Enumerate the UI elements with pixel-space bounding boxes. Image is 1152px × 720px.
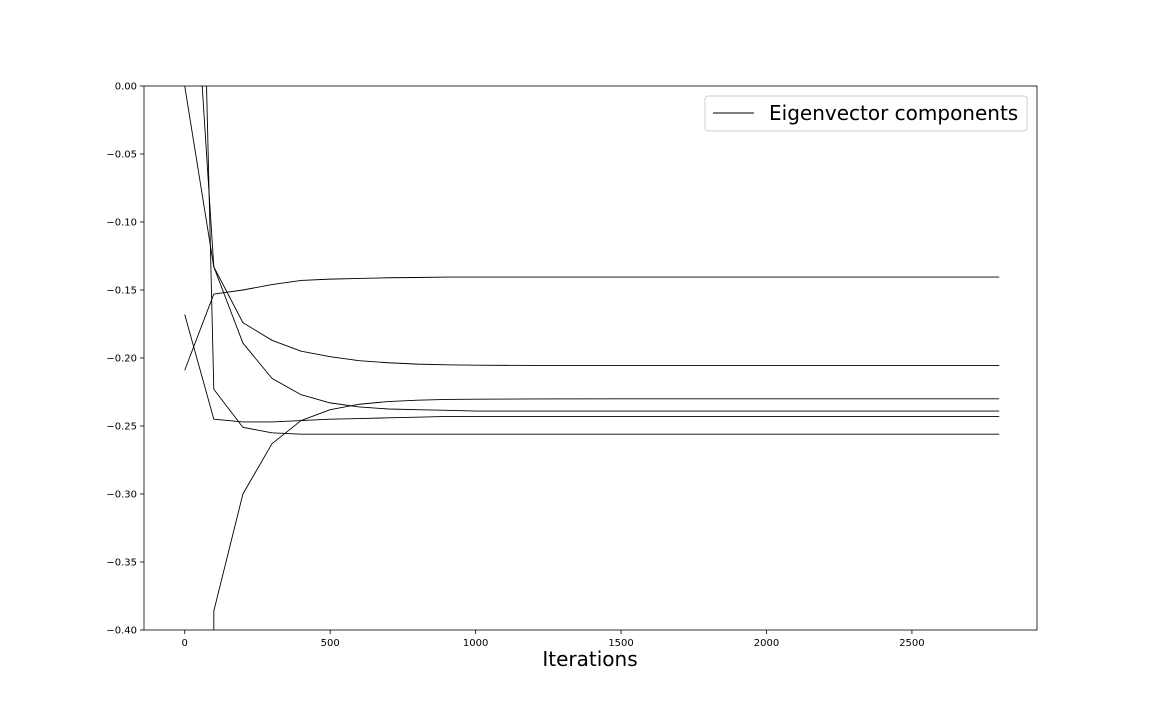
series-layer [184, 86, 1000, 630]
series-line-1 [184, 276, 1000, 371]
y-axis-ticks: 0.00 −0.05 −0.10 −0.15 −0.20 −0.25 −0.30 −0.35 −… [106, 82, 144, 637]
series-line-4 [206, 86, 1000, 435]
legend: Eigenvector components [704, 95, 1028, 132]
y-tick-label: −0.05 [106, 150, 137, 161]
x-axis-title: Iterations [542, 647, 637, 671]
y-tick-label: 0.00 [115, 82, 137, 93]
series-line-2 [184, 86, 1000, 366]
plot-area [144, 86, 1037, 630]
legend-label: Eigenvector components [769, 101, 1018, 125]
legend-box [704, 95, 1028, 132]
x-tick-label: 0 [182, 638, 188, 649]
y-tick-label: −0.35 [106, 558, 137, 569]
series-line-5 [184, 314, 1000, 423]
y-tick-label: −0.40 [106, 626, 137, 637]
x-tick-label: 2500 [899, 638, 924, 649]
series-line-3 [201, 86, 1000, 412]
x-axis-ticks: 0 500 1000 1500 2000 2500 [182, 630, 925, 649]
x-tick-label: 1000 [463, 638, 488, 649]
x-tick-label: 500 [321, 638, 340, 649]
y-tick-label: −0.25 [106, 422, 137, 433]
y-tick-label: −0.20 [106, 354, 137, 365]
x-tick-label: 2000 [754, 638, 779, 649]
y-tick-label: −0.30 [106, 490, 137, 501]
y-tick-label: −0.10 [106, 218, 137, 229]
y-tick-label: −0.15 [106, 286, 137, 297]
series-line-6 [213, 398, 1000, 630]
x-tick-label: 1500 [608, 638, 633, 649]
